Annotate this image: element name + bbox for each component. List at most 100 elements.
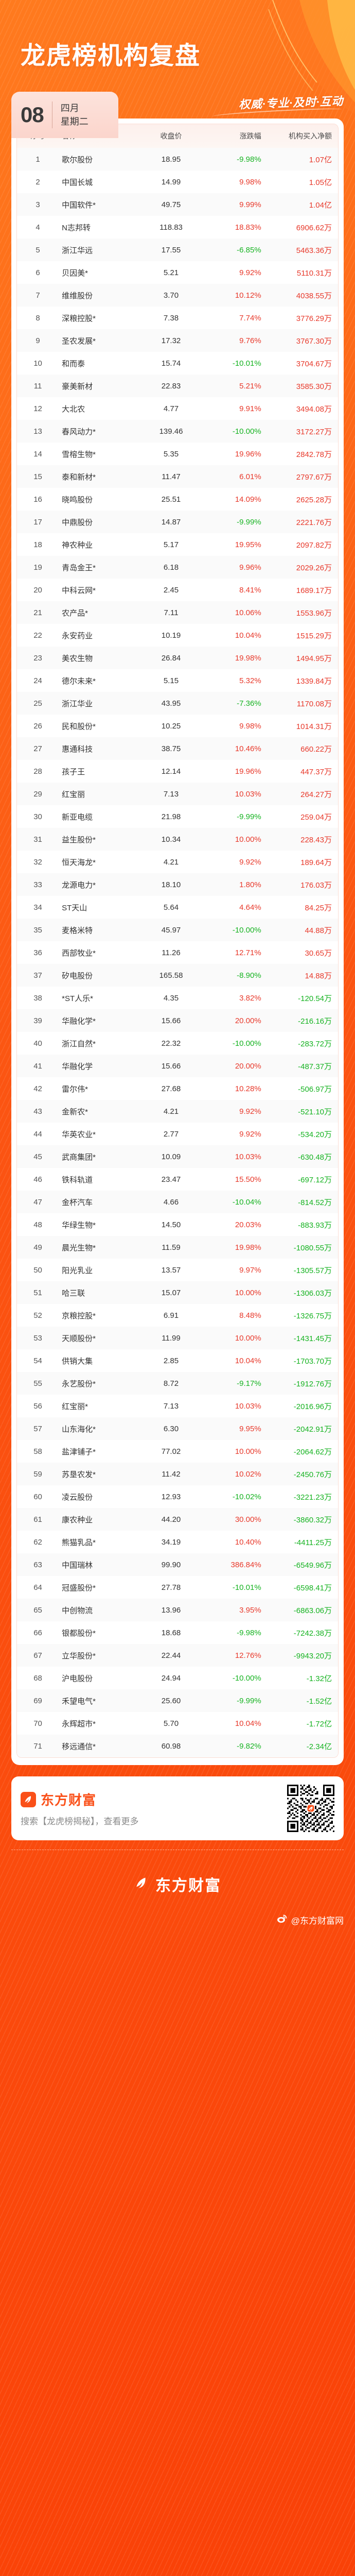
table-row[interactable]: 49 晨光生物* 11.59 19.98% -1080.55万 <box>17 1236 338 1259</box>
table-row[interactable]: 11 豪美新材 22.83 5.21% 3585.30万 <box>17 375 338 397</box>
table-row[interactable]: 35 麦格米特 45.97 -10.00% 44.88万 <box>17 919 338 941</box>
cell-net: -3860.32万 <box>293 1515 332 1524</box>
table-row[interactable]: 21 农产品* 7.11 10.06% 1553.96万 <box>17 601 338 624</box>
table-row[interactable]: 39 华融化学* 15.66 20.00% -216.16万 <box>17 1009 338 1032</box>
qr-code[interactable] <box>287 1785 334 1832</box>
table-row[interactable]: 18 神农种业 5.17 19.95% 2097.82万 <box>17 533 338 556</box>
table-row[interactable]: 42 雷尔伟* 27.68 10.28% -506.97万 <box>17 1077 338 1100</box>
table-row[interactable]: 10 和而泰 15.74 -10.01% 3704.67万 <box>17 352 338 375</box>
promo-card[interactable]: 东方财富 搜索【龙虎榜揭秘】，查看更多 <box>11 1776 344 1840</box>
table-row[interactable]: 9 圣农发展* 17.32 9.76% 3767.30万 <box>17 329 338 352</box>
table-row[interactable]: 36 西部牧业* 11.26 12.71% 30.65万 <box>17 941 338 964</box>
table-row[interactable]: 13 春风动力* 139.46 -10.00% 3172.27万 <box>17 420 338 443</box>
table-row[interactable]: 61 康农种业 44.20 30.00% -3860.32万 <box>17 1508 338 1531</box>
table-row[interactable]: 64 冠盛股份* 27.78 -10.01% -6598.41万 <box>17 1576 338 1599</box>
table-row[interactable]: 66 银都股份* 18.68 -9.98% -7242.38万 <box>17 1621 338 1644</box>
cell-net: -814.52万 <box>298 1198 332 1207</box>
cell-price: 11.99 <box>162 1333 181 1343</box>
table-row[interactable]: 38 *ST人乐* 4.35 3.82% -120.54万 <box>17 987 338 1009</box>
cell-index: 48 <box>33 1220 42 1229</box>
table-row[interactable]: 47 金杯汽车 4.66 -10.04% -814.52万 <box>17 1191 338 1213</box>
table-row[interactable]: 29 红宝丽 7.13 10.03% 264.27万 <box>17 783 338 805</box>
table-row[interactable]: 22 永安药业 10.19 10.04% 1515.29万 <box>17 624 338 647</box>
cell-name: 民和股份* <box>62 722 96 731</box>
cell-price: 10.25 <box>161 721 181 731</box>
cell-price: 7.13 <box>163 789 179 799</box>
cell-index: 50 <box>33 1265 42 1275</box>
cell-index: 70 <box>33 1719 42 1728</box>
table-row[interactable]: 62 熊猫乳品* 34.19 10.40% -4411.25万 <box>17 1531 338 1553</box>
cell-change: -10.02% <box>232 1492 261 1501</box>
table-row[interactable]: 31 益生股份* 10.34 10.00% 228.43万 <box>17 828 338 851</box>
cell-index: 26 <box>33 721 42 731</box>
table-row[interactable]: 58 盐津铺子* 77.02 10.00% -2064.62万 <box>17 1440 338 1463</box>
cell-index: 52 <box>33 1311 42 1320</box>
table-row[interactable]: 48 华绿生物* 14.50 20.03% -883.93万 <box>17 1213 338 1236</box>
table-row[interactable]: 19 青岛金王* 6.18 9.96% 2029.26万 <box>17 556 338 579</box>
table-row[interactable]: 15 泰和新材* 11.47 6.01% 2797.67万 <box>17 465 338 488</box>
table-row[interactable]: 25 浙江华业 43.95 -7.36% 1170.08万 <box>17 692 338 715</box>
cell-name: 益生股份* <box>62 835 96 844</box>
cell-change: 19.98% <box>235 653 261 663</box>
table-row[interactable]: 1 歌尔股份 18.95 -9.98% 1.07亿 <box>17 148 338 171</box>
cell-price: 4.21 <box>163 857 179 867</box>
table-row[interactable]: 46 铁科轨道 23.47 15.50% -697.12万 <box>17 1168 338 1191</box>
table-row[interactable]: 50 阳光乳业 13.57 9.97% -1305.57万 <box>17 1259 338 1281</box>
table-row[interactable]: 26 民和股份* 10.25 9.98% 1014.31万 <box>17 715 338 737</box>
table-row[interactable]: 3 中国软件* 49.75 9.99% 1.04亿 <box>17 193 338 216</box>
table-row[interactable]: 59 苏垦农发* 11.42 10.02% -2450.76万 <box>17 1463 338 1485</box>
table-row[interactable]: 2 中国长城 14.99 9.98% 1.05亿 <box>17 171 338 193</box>
cell-name: 晨光生物* <box>62 1243 96 1252</box>
column-header-net: 机构买入净额 <box>267 124 338 148</box>
table-row[interactable]: 5 浙江华远 17.55 -6.85% 5463.36万 <box>17 239 338 261</box>
table-row[interactable]: 43 金新农* 4.21 9.92% -521.10万 <box>17 1100 338 1123</box>
table-row[interactable]: 53 天顺股份* 11.99 10.00% -1431.45万 <box>17 1327 338 1349</box>
table-row[interactable]: 68 沪电股份 24.94 -10.00% -1.32亿 <box>17 1667 338 1689</box>
cell-change: 9.76% <box>239 336 261 345</box>
cell-net: 447.37万 <box>300 767 332 776</box>
cell-index: 41 <box>33 1061 42 1071</box>
table-row[interactable]: 45 武商集团* 10.09 10.03% -630.48万 <box>17 1145 338 1168</box>
table-row[interactable]: 57 山东海化* 6.30 9.95% -2042.91万 <box>17 1417 338 1440</box>
table-row[interactable]: 30 新亚电缆 21.98 -9.99% 259.04万 <box>17 805 338 828</box>
table-row[interactable]: 14 雪榕生物* 5.35 19.96% 2842.78万 <box>17 443 338 465</box>
table-row[interactable]: 7 维维股份 3.70 10.12% 4038.55万 <box>17 284 338 307</box>
table-row[interactable]: 67 立华股份* 22.44 12.76% -9943.20万 <box>17 1644 338 1667</box>
cell-price: 13.57 <box>161 1265 181 1275</box>
table-row[interactable]: 44 华英农业* 2.77 9.92% -534.20万 <box>17 1123 338 1145</box>
table-row[interactable]: 28 孩子王 12.14 19.96% 447.37万 <box>17 760 338 783</box>
table-row[interactable]: 23 美农生物 26.84 19.98% 1494.95万 <box>17 647 338 669</box>
table-row[interactable]: 24 德尔未来* 5.15 5.32% 1339.84万 <box>17 669 338 692</box>
table-row[interactable]: 55 永艺股份* 8.72 -9.17% -1912.76万 <box>17 1372 338 1395</box>
table-row[interactable]: 60 凌云股份 12.93 -10.02% -3221.23万 <box>17 1485 338 1508</box>
table-row[interactable]: 27 惠通科技 38.75 10.46% 660.22万 <box>17 737 338 760</box>
cell-name: 中创物流 <box>62 1606 93 1615</box>
table-row[interactable]: 6 贝因美* 5.21 9.92% 5110.31万 <box>17 261 338 284</box>
table-row[interactable]: 17 中鼎股份 14.87 -9.99% 2221.76万 <box>17 511 338 533</box>
table-row[interactable]: 52 京粮控股* 6.91 8.48% -1326.75万 <box>17 1304 338 1327</box>
column-header-price: 收盘价 <box>139 124 203 148</box>
table-row[interactable]: 34 ST天山 5.64 4.64% 84.25万 <box>17 896 338 919</box>
table-row[interactable]: 65 中创物流 13.96 3.95% -6863.06万 <box>17 1599 338 1621</box>
table-row[interactable]: 16 晓鸣股份 25.51 14.09% 2625.28万 <box>17 488 338 511</box>
table-row[interactable]: 70 永辉超市* 5.70 10.04% -1.72亿 <box>17 1712 338 1735</box>
table-row[interactable]: 41 华融化学 15.66 20.00% -487.37万 <box>17 1055 338 1077</box>
table-row[interactable]: 4 N志邦转 118.83 18.83% 6906.62万 <box>17 216 338 239</box>
table-row[interactable]: 33 龙源电力* 18.10 1.80% 176.03万 <box>17 873 338 896</box>
cell-change: -8.90% <box>237 971 261 980</box>
cell-change: 9.92% <box>239 268 261 277</box>
table-row[interactable]: 56 红宝丽* 7.13 10.03% -2016.96万 <box>17 1395 338 1417</box>
table-row[interactable]: 63 中国瑞林 99.90 386.84% -6549.96万 <box>17 1553 338 1576</box>
table-row[interactable]: 37 矽电股份 165.58 -8.90% 14.88万 <box>17 964 338 987</box>
table-row[interactable]: 69 禾望电气* 25.60 -9.99% -1.52亿 <box>17 1689 338 1712</box>
cell-net: -506.97万 <box>298 1084 332 1094</box>
table-row[interactable]: 12 大北农 4.77 9.91% 3494.08万 <box>17 397 338 420</box>
table-row[interactable]: 54 供销大集 2.85 10.04% -1703.70万 <box>17 1349 338 1372</box>
table-row[interactable]: 8 深粮控股* 7.38 7.74% 3776.29万 <box>17 307 338 329</box>
table-row[interactable]: 51 哈三联 15.07 10.00% -1306.03万 <box>17 1281 338 1304</box>
table-row[interactable]: 71 移远通信* 60.98 -9.82% -2.34亿 <box>17 1735 338 1757</box>
table-row[interactable]: 40 浙江自然* 22.32 -10.00% -283.72万 <box>17 1032 338 1055</box>
table-row[interactable]: 32 恒天海龙* 4.21 9.92% 189.64万 <box>17 851 338 873</box>
cell-change: 19.95% <box>235 540 261 549</box>
table-row[interactable]: 20 中科云网* 2.45 8.41% 1689.17万 <box>17 579 338 601</box>
